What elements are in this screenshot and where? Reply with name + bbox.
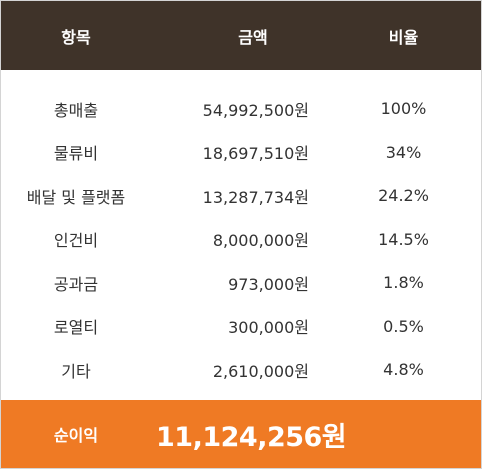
row-item: 총매출 bbox=[53, 100, 99, 120]
table-row: 물류비 18,697,510원 34% bbox=[1, 131, 481, 175]
row-item: 공과금 bbox=[53, 274, 99, 294]
table-row: 총매출 54,992,500원 100% bbox=[1, 87, 481, 131]
row-amount: 300,000원 bbox=[228, 318, 309, 338]
header-ratio: 비율 bbox=[388, 27, 419, 47]
row-item: 물류비 bbox=[53, 144, 99, 164]
row-ratio: 14.5% bbox=[378, 229, 429, 249]
row-ratio: 4.8% bbox=[383, 360, 424, 380]
table-row: 공과금 973,000원 1.8% bbox=[1, 261, 481, 305]
header-amount: 금액 bbox=[238, 27, 268, 47]
row-item: 로열티 bbox=[53, 318, 99, 338]
table-row: 인건비 8,000,000원 14.5% bbox=[1, 218, 481, 262]
row-amount: 54,992,500원 bbox=[202, 100, 309, 120]
net-profit-value: 11,124,256원 bbox=[156, 421, 347, 453]
row-ratio: 0.5% bbox=[383, 316, 424, 336]
row-ratio: 1.8% bbox=[383, 273, 424, 293]
table-header: 항목 금액 비율 bbox=[1, 1, 481, 70]
row-item: 인건비 bbox=[53, 231, 99, 251]
net-profit-label: 순이익 bbox=[53, 426, 99, 445]
row-amount: 973,000원 bbox=[228, 274, 309, 294]
row-ratio: 100% bbox=[380, 99, 427, 119]
table-body: 총매출 54,992,500원 100% 물류비 18,697,510원 34%… bbox=[1, 87, 481, 392]
row-ratio: 24.2% bbox=[378, 186, 429, 206]
row-ratio: 34% bbox=[385, 142, 422, 162]
row-item: 기타 bbox=[61, 361, 91, 381]
net-profit-bar: 순이익 11,124,256원 bbox=[1, 400, 481, 468]
table-row: 배달 및 플랫폼 13,287,734원 24.2% bbox=[1, 174, 481, 218]
header-item: 항목 bbox=[61, 27, 91, 47]
row-item: 배달 및 플랫폼 bbox=[26, 187, 126, 207]
table-row: 기타 2,610,000원 4.8% bbox=[1, 348, 481, 392]
table-row: 로열티 300,000원 0.5% bbox=[1, 305, 481, 349]
row-amount: 2,610,000원 bbox=[212, 361, 309, 381]
row-amount: 8,000,000원 bbox=[212, 231, 309, 251]
row-amount: 13,287,734원 bbox=[202, 187, 309, 207]
row-amount: 18,697,510원 bbox=[202, 144, 309, 164]
